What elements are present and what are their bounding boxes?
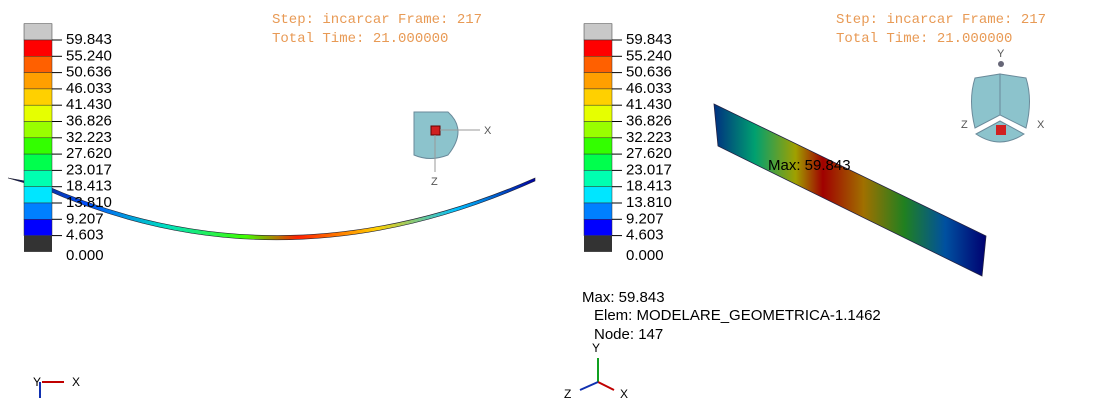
legend-swatch	[584, 40, 612, 56]
legend-swatch	[584, 56, 612, 72]
legend-label: 55.240	[66, 47, 112, 64]
legend-swatch	[24, 187, 52, 203]
legend-swatch	[24, 236, 52, 252]
legend-swatch	[584, 187, 612, 203]
legend-label: 50.636	[626, 64, 672, 81]
view-cube: Y Z X	[961, 48, 1045, 142]
svg-text:X: X	[1037, 119, 1045, 131]
triad-label: Z	[564, 387, 571, 401]
triad-label: Y	[33, 375, 41, 389]
legend-swatch	[584, 154, 612, 170]
info-max: Max: 59.843	[582, 289, 665, 306]
info-node: Node: 147	[594, 326, 663, 343]
svg-text:Z: Z	[961, 119, 968, 131]
legend-label: 13.810	[66, 194, 112, 211]
triad-label: X	[620, 387, 628, 401]
svg-text:Y: Y	[997, 48, 1005, 60]
info-elem: Elem: MODELARE_GEOMETRICA-1.1462	[594, 307, 881, 324]
legend-swatch	[584, 170, 612, 186]
legend-swatch	[24, 89, 52, 105]
legend-swatch	[584, 105, 612, 121]
legend-label: 41.430	[626, 96, 672, 113]
legend-swatch	[24, 40, 52, 56]
legend-label: 0.000	[66, 247, 104, 264]
legend-swatch	[24, 105, 52, 121]
legend-label: 0.000	[626, 247, 664, 264]
legend-label: 4.603	[626, 227, 664, 244]
legend-label: 32.223	[66, 129, 112, 146]
legend-label: 18.413	[66, 178, 112, 195]
legend-label: 59.843	[626, 31, 672, 48]
legend-swatch	[24, 73, 52, 89]
triad-label: X	[72, 375, 80, 389]
legend-swatch	[584, 138, 612, 154]
legend-swatch	[24, 122, 52, 138]
legend-label: 27.620	[66, 145, 112, 162]
legend-swatch	[584, 122, 612, 138]
legend-swatch	[584, 73, 612, 89]
legend-label: 55.240	[626, 47, 672, 64]
beam-model	[714, 104, 986, 276]
legend-label: 46.033	[66, 80, 112, 97]
legend-label: 41.430	[66, 96, 112, 113]
legend-swatch	[24, 170, 52, 186]
step-label: Step: incarcar Frame: 217	[272, 12, 482, 28]
legend-swatch	[24, 24, 52, 40]
legend-swatch	[24, 203, 52, 219]
svg-text:X: X	[484, 125, 492, 137]
legend-label: 50.636	[66, 64, 112, 81]
time-label: Total Time: 21.000000	[836, 31, 1012, 47]
legend-swatch	[24, 138, 52, 154]
legend-label: 23.017	[626, 161, 672, 178]
triad-label: Y	[592, 341, 600, 355]
legend-swatch	[584, 89, 612, 105]
legend-swatch	[24, 219, 52, 235]
legend-swatch	[24, 56, 52, 72]
legend-label: 32.223	[626, 129, 672, 146]
legend-label: 9.207	[626, 210, 664, 227]
legend-swatch	[584, 203, 612, 219]
view-cube: XZ	[414, 112, 492, 188]
legend-label: 36.826	[626, 112, 672, 129]
legend-label: 9.207	[66, 210, 104, 227]
triad-axis	[580, 382, 598, 390]
legend-label: 18.413	[626, 178, 672, 195]
legend-label: 13.810	[626, 194, 672, 211]
legend-label: 46.033	[626, 80, 672, 97]
step-label: Step: incarcar Frame: 217	[836, 12, 1046, 28]
legend-swatch	[584, 236, 612, 252]
legend-label: 4.603	[66, 227, 104, 244]
time-label: Total Time: 21.000000	[272, 31, 448, 47]
legend-label: 23.017	[66, 161, 112, 178]
max-annotation: Max: 59.843	[768, 157, 851, 174]
legend-swatch	[584, 24, 612, 40]
legend-swatch	[584, 219, 612, 235]
legend-label: 36.826	[66, 112, 112, 129]
legend-label: 59.843	[66, 31, 112, 48]
legend-swatch	[24, 154, 52, 170]
triad-axis	[598, 382, 614, 390]
screen: XZ YZX 59.84355.24050.63646.03341.43036.…	[0, 0, 1115, 401]
svg-text:Z: Z	[431, 176, 438, 188]
legend-label: 27.620	[626, 145, 672, 162]
